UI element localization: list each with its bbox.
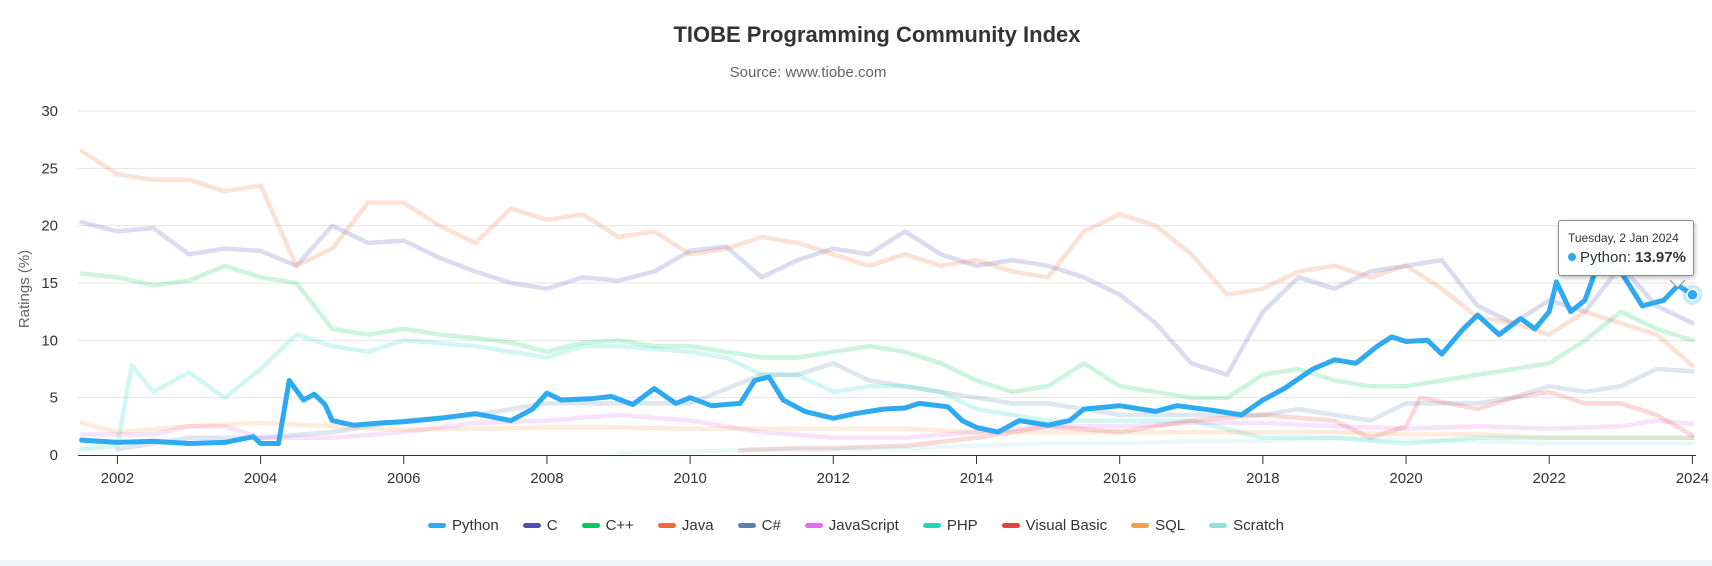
hover-marker	[1682, 284, 1703, 305]
x-tick-label: 2010	[673, 470, 706, 487]
legend-item-visual-basic[interactable]: Visual Basic	[1001, 516, 1108, 534]
legend-swatch-scratch	[1209, 522, 1228, 528]
legend-label-visual-basic: Visual Basic	[1025, 516, 1108, 534]
x-tick-label: 2008	[530, 470, 563, 487]
x-tick-label: 2014	[960, 470, 993, 487]
legend-item-javascript[interactable]: JavaScript	[804, 516, 899, 534]
legend-label-sql: SQL	[1155, 516, 1186, 534]
x-tick-label: 2006	[387, 470, 420, 487]
legend-label-java: Java	[681, 516, 714, 534]
legend-item-scratch[interactable]: Scratch	[1209, 517, 1284, 534]
x-tick-label: 2018	[1246, 470, 1279, 487]
legend-item-c-[interactable]: C#	[737, 516, 781, 534]
legend-swatch-visual-basic	[1001, 522, 1020, 528]
x-tick-label: 2016	[1103, 470, 1136, 487]
x-tick-label: 2024	[1676, 470, 1709, 487]
y-tick-label: 30	[41, 103, 58, 120]
legend-swatch-sql	[1131, 522, 1150, 528]
tooltip-date: Tuesday, 2 Jan 2024	[1568, 231, 1679, 245]
legend-swatch-c	[522, 522, 541, 528]
legend-item-php[interactable]: PHP	[922, 516, 978, 534]
series-lines	[79, 148, 1695, 455]
bottom-strip	[0, 560, 1712, 566]
y-tick-label: 15	[41, 275, 58, 292]
series-line-c-[interactable]	[115, 361, 1695, 452]
series-line-java[interactable]	[79, 148, 1695, 368]
tooltip: Tuesday, 2 Jan 2024 Python: 13.97%	[1558, 220, 1694, 276]
tooltip-value: 13.97%	[1635, 249, 1686, 266]
tooltip-row: Python: 13.97%	[1568, 249, 1693, 267]
y-tick-label: 10	[41, 332, 58, 349]
legend-label-scratch: Scratch	[1233, 516, 1284, 534]
series-line-c[interactable]	[79, 219, 1695, 377]
legend-swatch-php	[922, 522, 941, 528]
x-tick-label: 2004	[244, 470, 277, 487]
x-tick-label: 2020	[1389, 470, 1422, 487]
axes: 0 5 10 15 20 25 30 2002 2004 2006 2008 2010 2012 2014…	[41, 103, 1709, 487]
data-point-python-2024[interactable]	[1686, 288, 1699, 302]
series-line-javascript[interactable]	[79, 412, 1695, 441]
x-tick-label: 2002	[101, 470, 134, 487]
chart-legend: Python C C++ Java C# JavaScript PHP Visual Basi…	[0, 514, 1712, 536]
legend-label-c-: C++	[605, 516, 634, 534]
series-line-php[interactable]	[79, 332, 1695, 452]
chart-title: TIOBE Programming Community Index	[673, 22, 1081, 47]
legend-label-php: PHP	[946, 516, 978, 534]
legend-swatch-c-	[581, 522, 600, 528]
legend-label-c: C	[546, 516, 558, 534]
y-axis-label: Ratings (%)	[16, 250, 33, 328]
series-line-c-[interactable]	[79, 263, 1695, 400]
legend-item-java[interactable]: Java	[657, 516, 714, 534]
legend-item-c[interactable]: C	[522, 516, 558, 534]
y-tick-label: 5	[50, 390, 58, 407]
legend-item-sql[interactable]: SQL	[1131, 517, 1185, 534]
legend-swatch-python	[428, 522, 447, 528]
x-tick-label: 2012	[817, 470, 850, 487]
legend-item-python[interactable]: Python	[428, 517, 499, 534]
y-tick-label: 25	[41, 160, 58, 177]
series-line-scratch[interactable]	[616, 435, 1695, 455]
y-tick-label: 0	[50, 447, 58, 464]
legend-label-javascript: JavaScript	[828, 516, 899, 534]
legend-label-python: Python	[452, 516, 499, 534]
x-tick-label: 2022	[1533, 470, 1566, 487]
series-line-visual-basic[interactable]	[737, 389, 1695, 453]
series-line-sql[interactable]	[79, 420, 1695, 441]
legend-label-c-: C#	[761, 516, 781, 534]
legend-swatch-c-	[737, 522, 756, 528]
series-line-python[interactable]	[79, 257, 1695, 446]
chart-subtitle: Source: www.tiobe.com	[730, 64, 887, 81]
tooltip-series-label: Python:	[1580, 249, 1636, 266]
y-tick-label: 20	[41, 218, 58, 235]
legend-item-c-[interactable]: C++	[581, 516, 634, 534]
legend-swatch-javascript	[804, 522, 823, 528]
grid-lines	[78, 110, 1696, 399]
tooltip-series-dot	[1568, 253, 1576, 261]
legend-swatch-java	[657, 522, 676, 528]
